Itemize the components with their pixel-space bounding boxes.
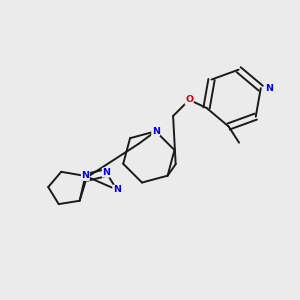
- Text: N: N: [81, 172, 89, 181]
- Text: N: N: [266, 84, 273, 93]
- Text: N: N: [102, 168, 110, 177]
- Text: N: N: [152, 127, 160, 136]
- Text: O: O: [185, 95, 193, 104]
- Text: N: N: [113, 185, 121, 194]
